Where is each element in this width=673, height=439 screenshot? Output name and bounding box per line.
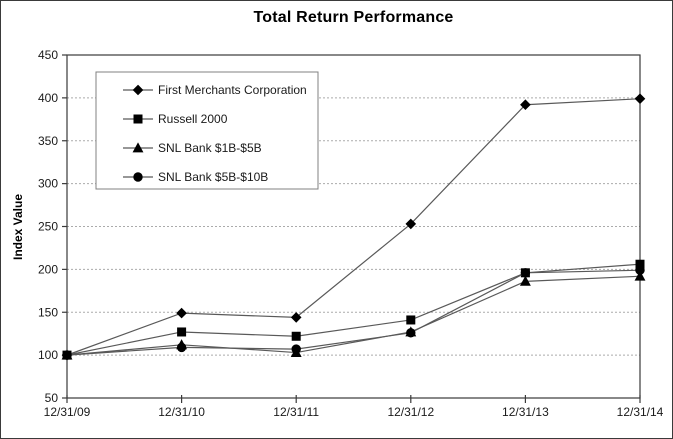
data-point-marker-square: [406, 315, 416, 325]
legend-marker-triangle: [132, 142, 144, 153]
chart-title: Total Return Performance: [253, 9, 454, 26]
y-axis-tick-label: 50: [45, 391, 59, 405]
data-point-marker-circle: [176, 342, 187, 353]
data-point-marker-circle: [520, 268, 531, 278]
x-axis-tick-label: 12/31/09: [44, 405, 91, 419]
data-point-marker-circle: [62, 350, 72, 360]
legend-item-label: SNL Bank $1B-$5B: [158, 141, 262, 155]
y-axis-tick-label: 200: [38, 262, 58, 276]
legend-marker-diamond: [132, 84, 144, 96]
data-point-marker-circle: [406, 328, 416, 338]
series-snl-bank-5b-10b: [62, 265, 645, 360]
legend-item-label: SNL Bank $5B-$10B: [158, 170, 268, 184]
y-axis-tick-label: 300: [38, 177, 58, 191]
x-axis-tick-label: 12/31/12: [387, 405, 434, 419]
data-point-marker-diamond: [405, 218, 417, 230]
data-point-marker-triangle: [519, 275, 531, 286]
data-point-marker-circle: [291, 344, 301, 354]
series-russell-2000: [62, 259, 645, 360]
x-axis-tick-label: 12/31/11: [273, 405, 319, 419]
legend-marker-square: [133, 114, 143, 124]
y-axis-tick-label: 450: [38, 48, 58, 62]
legend-box: [95, 71, 319, 190]
y-axis-tick-label: 150: [38, 305, 58, 319]
y-axis-tick-label: 400: [38, 91, 58, 105]
y-axis-tick-label: 250: [38, 220, 58, 234]
data-point-marker-square: [291, 331, 301, 341]
legend-item-label: First Merchants Corporation: [158, 83, 307, 97]
series-line: [66, 275, 641, 356]
x-axis-tick-label: 12/31/13: [502, 405, 549, 419]
series-line: [66, 98, 641, 356]
data-point-marker-square: [177, 327, 187, 337]
x-axis-tick-label: 12/31/14: [617, 405, 664, 419]
legend-item-label: Russell 2000: [158, 112, 228, 126]
data-point-marker-diamond: [520, 99, 531, 111]
series-line: [66, 269, 641, 356]
legend: First Merchants Corporation Russell 2000 S…: [95, 71, 319, 190]
y-axis-tick-label: 100: [38, 348, 58, 362]
data-point-marker-diamond: [290, 312, 302, 323]
data-point-marker-diamond: [634, 93, 646, 105]
data-point-marker-diamond: [176, 307, 187, 319]
data-point-marker-triangle: [634, 270, 646, 281]
legend-marker-circle: [133, 172, 143, 182]
data-point-marker-circle: [635, 265, 645, 275]
x-axis-tick-label: 12/31/10: [158, 405, 205, 419]
series-snl-bank-1b-5b: [61, 270, 646, 360]
series-line: [66, 263, 641, 356]
y-axis-tick-label: 350: [38, 134, 58, 148]
